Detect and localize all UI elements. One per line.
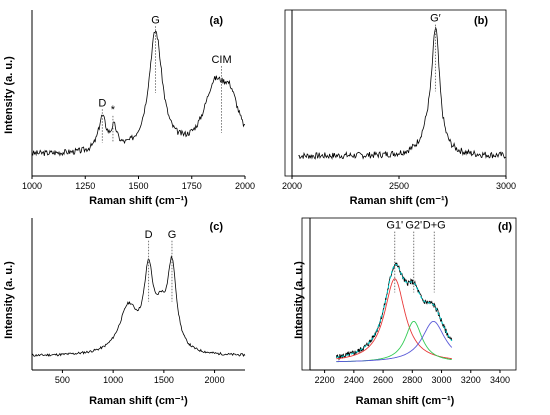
series-line <box>298 26 507 160</box>
x-tick-label: 500 <box>55 375 70 385</box>
x-tick-label: 1750 <box>182 181 202 191</box>
series-line <box>31 30 246 157</box>
x-tick-label: 2000 <box>205 375 225 385</box>
x-tick-label: 3000 <box>432 375 452 385</box>
x-tick-label: 3200 <box>461 375 481 385</box>
panel-a: 1000 1250 1500 1750 2000 Raman shift (cm⁻¹) In… <box>3 10 255 207</box>
peak-label: D+G <box>423 220 446 232</box>
x-tick-label: 1000 <box>103 375 123 385</box>
peak-label: G <box>151 14 160 26</box>
y-axis-title: Intensity (a. u.) <box>293 261 305 339</box>
peak-label: CIM <box>211 54 231 66</box>
x-axis-title: Raman shift (cm⁻¹) <box>350 195 449 207</box>
panel-letter: (a) <box>210 15 224 27</box>
x-tick-label: 2500 <box>389 181 409 191</box>
peak-label: G <box>168 229 177 241</box>
x-tick-label: 1000 <box>22 181 42 191</box>
peak-label: D <box>98 97 106 109</box>
peak-label: G′ <box>430 13 441 25</box>
x-axis-title: Raman shift (cm⁻¹) <box>89 195 188 207</box>
x-tick-label: 1500 <box>154 375 174 385</box>
x-axis-title: Raman shift (cm⁻¹) <box>356 395 455 407</box>
panel-b: 2000 2500 3000 Raman shift (cm⁻¹) (b) G′ <box>282 9 516 207</box>
series-line <box>336 278 452 360</box>
x-tick-label: 2000 <box>235 181 255 191</box>
x-tick-label: 1500 <box>128 181 148 191</box>
peak-label: D <box>145 229 153 241</box>
series-line <box>335 262 453 361</box>
x-tick-label: 2200 <box>315 375 335 385</box>
x-tick-label: 3400 <box>490 375 510 385</box>
x-tick-label: 2400 <box>344 375 364 385</box>
series-line <box>31 255 246 357</box>
x-axis-title: Raman shift (cm⁻¹) <box>89 395 188 407</box>
peak-label: G1' <box>386 220 403 232</box>
panel-frame <box>284 9 507 177</box>
series-line <box>336 320 453 363</box>
panel-letter: (c) <box>210 221 224 233</box>
series-line <box>336 263 453 358</box>
panel-letter: (d) <box>498 221 512 233</box>
x-tick-label: 2600 <box>373 375 393 385</box>
peak-label: G2' <box>405 220 422 232</box>
panel-c: 500 1000 1500 2000 Raman shift (cm⁻¹) Intensi… <box>3 218 246 407</box>
panel-d: 2200 2400 2600 2800 3000 3200 3400 Raman shift … <box>293 217 517 407</box>
y-axis-title: Intensity (a. u.) <box>3 261 15 339</box>
x-tick-label: 3000 <box>496 181 516 191</box>
panel-letter: (b) <box>474 15 488 27</box>
peak-label: * <box>111 104 116 116</box>
panel-frame <box>301 217 517 371</box>
x-tick-label: 1250 <box>75 181 95 191</box>
y-axis-title: Intensity (a. u.) <box>3 56 15 134</box>
x-tick-label: 2800 <box>402 375 422 385</box>
x-tick-label: 2000 <box>282 181 302 191</box>
